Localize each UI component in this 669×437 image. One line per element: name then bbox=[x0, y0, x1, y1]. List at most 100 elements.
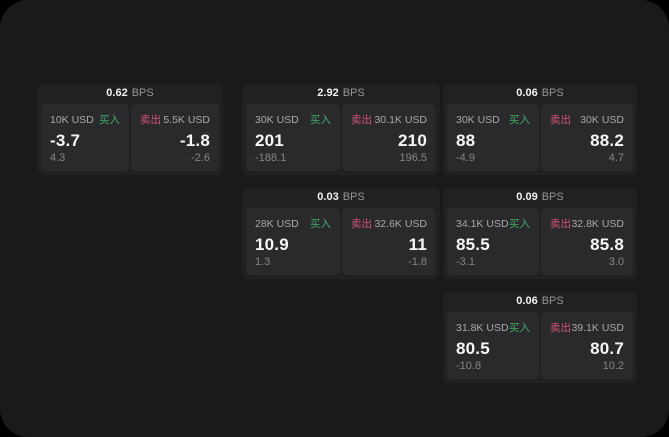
bps-value: 0.62 bbox=[106, 87, 128, 99]
buy-price: 80.5 bbox=[456, 338, 490, 358]
quote-card: 0.09 BPS 34.1K USD 买入 85.5 -3.1 卖出 32.8K… bbox=[443, 187, 637, 279]
quote-panels: 10K USD 买入 -3.7 4.3 卖出 5.5K USD -1.8 -2.… bbox=[41, 104, 219, 171]
sell-amount: 39.1K USD bbox=[571, 321, 624, 334]
sell-amount: 32.8K USD bbox=[571, 217, 624, 230]
buy-amount: 28K USD bbox=[255, 217, 299, 230]
quote-card: 0.62 BPS 10K USD 买入 -3.7 4.3 卖出 5.5K USD… bbox=[37, 83, 223, 175]
sell-price: 210 bbox=[398, 130, 427, 150]
sell-price: 80.7 bbox=[590, 338, 624, 358]
buy-price: 88 bbox=[456, 130, 476, 150]
sell-panel-top: 卖出 39.1K USD bbox=[550, 320, 624, 335]
buy-amount: 34.1K USD bbox=[456, 217, 509, 230]
sell-sub-value: 196.5 bbox=[399, 152, 427, 164]
card-header: 2.92 BPS bbox=[246, 83, 436, 104]
sell-price: 88.2 bbox=[590, 130, 624, 150]
sell-price: 85.8 bbox=[590, 234, 624, 254]
sell-price: -1.8 bbox=[179, 130, 210, 150]
quote-panels: 28K USD 买入 10.9 1.3 卖出 32.6K USD 11 -1.8 bbox=[246, 208, 436, 275]
buy-panel[interactable]: 30K USD 买入 201 -188.1 bbox=[246, 104, 340, 171]
buy-panel-top: 30K USD 买入 bbox=[456, 112, 530, 127]
buy-sub-value: 4.3 bbox=[50, 152, 66, 164]
quote-card: 0.06 BPS 30K USD 买入 88 -4.9 卖出 30K USD 8… bbox=[443, 83, 637, 175]
sell-panel[interactable]: 卖出 32.8K USD 85.8 3.0 bbox=[541, 208, 633, 275]
buy-side-label: 买入 bbox=[310, 218, 331, 230]
bps-unit-label: BPS bbox=[541, 87, 564, 99]
sell-amount: 32.6K USD bbox=[374, 217, 427, 230]
bps-unit-label: BPS bbox=[342, 87, 365, 99]
sell-amount: 5.5K USD bbox=[163, 113, 210, 126]
sell-panel-top: 卖出 30.1K USD bbox=[351, 112, 427, 127]
buy-side-label: 买入 bbox=[99, 114, 120, 126]
quote-panels: 30K USD 买入 201 -188.1 卖出 30.1K USD 210 1… bbox=[246, 104, 436, 171]
buy-price: 85.5 bbox=[456, 234, 490, 254]
sell-side-label: 卖出 bbox=[351, 218, 372, 230]
quote-panels: 34.1K USD 买入 85.5 -3.1 卖出 32.8K USD 85.8… bbox=[447, 208, 633, 275]
sell-panel-top: 卖出 30K USD bbox=[550, 112, 624, 127]
buy-panel[interactable]: 30K USD 买入 88 -4.9 bbox=[447, 104, 539, 171]
buy-price: 201 bbox=[255, 130, 284, 150]
buy-side-label: 买入 bbox=[509, 114, 530, 126]
bps-value: 0.03 bbox=[317, 191, 339, 203]
bps-value: 2.92 bbox=[317, 87, 339, 99]
card-header: 0.03 BPS bbox=[246, 187, 436, 208]
buy-side-label: 买入 bbox=[509, 218, 530, 230]
buy-panel[interactable]: 31.8K USD 买入 80.5 -10.8 bbox=[447, 312, 539, 379]
quote-card: 0.06 BPS 31.8K USD 买入 80.5 -10.8 卖出 39.1… bbox=[443, 291, 637, 383]
sell-panel[interactable]: 卖出 39.1K USD 80.7 10.2 bbox=[541, 312, 633, 379]
buy-side-label: 买入 bbox=[310, 114, 331, 126]
bps-unit-label: BPS bbox=[342, 191, 365, 203]
sell-panel[interactable]: 卖出 30.1K USD 210 196.5 bbox=[342, 104, 436, 171]
buy-panel[interactable]: 34.1K USD 买入 85.5 -3.1 bbox=[447, 208, 539, 275]
bps-unit-label: BPS bbox=[541, 295, 564, 307]
buy-sub-value: -10.8 bbox=[456, 360, 482, 372]
bps-unit-label: BPS bbox=[131, 87, 154, 99]
sell-amount: 30K USD bbox=[580, 113, 624, 126]
buy-sub-value: -4.9 bbox=[456, 152, 475, 164]
sell-panel[interactable]: 卖出 5.5K USD -1.8 -2.6 bbox=[131, 104, 219, 171]
card-header: 0.06 BPS bbox=[447, 83, 633, 104]
sell-price: 11 bbox=[408, 234, 427, 254]
sell-side-label: 卖出 bbox=[550, 322, 571, 334]
buy-panel[interactable]: 28K USD 买入 10.9 1.3 bbox=[246, 208, 340, 275]
card-header: 0.09 BPS bbox=[447, 187, 633, 208]
sell-sub-value: 3.0 bbox=[608, 256, 624, 268]
card-header: 0.62 BPS bbox=[41, 83, 219, 104]
buy-panel-top: 30K USD 买入 bbox=[255, 112, 331, 127]
quote-panels: 30K USD 买入 88 -4.9 卖出 30K USD 88.2 4.7 bbox=[447, 104, 633, 171]
buy-sub-value: -188.1 bbox=[255, 152, 287, 164]
sell-amount: 30.1K USD bbox=[374, 113, 427, 126]
buy-price: 10.9 bbox=[255, 234, 289, 254]
quote-card: 0.03 BPS 28K USD 买入 10.9 1.3 卖出 32.6K US… bbox=[242, 187, 440, 279]
card-header: 0.06 BPS bbox=[447, 291, 633, 312]
buy-price: -3.7 bbox=[50, 130, 81, 150]
buy-amount: 10K USD bbox=[50, 113, 94, 126]
buy-panel[interactable]: 10K USD 买入 -3.7 4.3 bbox=[41, 104, 129, 171]
sell-panel-top: 卖出 5.5K USD bbox=[140, 112, 210, 127]
sell-side-label: 卖出 bbox=[351, 114, 372, 126]
sell-panel-top: 卖出 32.6K USD bbox=[351, 216, 427, 231]
sell-side-label: 卖出 bbox=[140, 114, 161, 126]
buy-amount: 30K USD bbox=[456, 113, 500, 126]
sell-side-label: 卖出 bbox=[550, 114, 571, 126]
quote-panels: 31.8K USD 买入 80.5 -10.8 卖出 39.1K USD 80.… bbox=[447, 312, 633, 379]
bps-value: 0.09 bbox=[516, 191, 538, 203]
buy-amount: 31.8K USD bbox=[456, 321, 509, 334]
buy-panel-top: 10K USD 买入 bbox=[50, 112, 120, 127]
buy-side-label: 买入 bbox=[509, 322, 530, 334]
sell-sub-value: 4.7 bbox=[608, 152, 624, 164]
sell-panel[interactable]: 卖出 32.6K USD 11 -1.8 bbox=[342, 208, 436, 275]
quote-card: 2.92 BPS 30K USD 买入 201 -188.1 卖出 30.1K … bbox=[242, 83, 440, 175]
sell-sub-value: 10.2 bbox=[602, 360, 624, 372]
bps-value: 0.06 bbox=[516, 295, 538, 307]
sell-panel-top: 卖出 32.8K USD bbox=[550, 216, 624, 231]
sell-sub-value: -1.8 bbox=[408, 256, 427, 268]
buy-sub-value: 1.3 bbox=[255, 256, 271, 268]
buy-panel-top: 28K USD 买入 bbox=[255, 216, 331, 231]
sell-panel[interactable]: 卖出 30K USD 88.2 4.7 bbox=[541, 104, 633, 171]
sell-sub-value: -2.6 bbox=[191, 152, 210, 164]
buy-panel-top: 34.1K USD 买入 bbox=[456, 216, 530, 231]
buy-amount: 30K USD bbox=[255, 113, 299, 126]
bps-value: 0.06 bbox=[516, 87, 538, 99]
buy-panel-top: 31.8K USD 买入 bbox=[456, 320, 530, 335]
